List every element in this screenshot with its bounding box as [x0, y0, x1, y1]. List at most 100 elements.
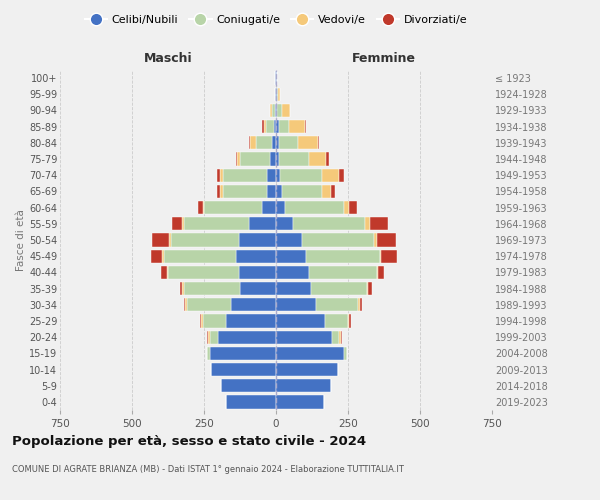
Bar [276, 201, 284, 214]
Bar [344, 346, 347, 360]
Bar [250, 136, 256, 149]
Bar [236, 152, 237, 166]
Bar [239, 266, 276, 279]
Bar [274, 120, 276, 134]
Bar [240, 152, 270, 166]
Bar [378, 266, 384, 279]
Bar [168, 266, 239, 279]
Bar [276, 120, 279, 134]
Bar [279, 152, 309, 166]
Bar [349, 314, 351, 328]
Text: COMUNE DI AGRATE BRIANZA (MB) - Dati ISTAT 1° gennaio 2024 - Elaborazione TUTTIT: COMUNE DI AGRATE BRIANZA (MB) - Dati IST… [12, 465, 404, 474]
Bar [348, 314, 349, 328]
Bar [359, 298, 362, 312]
Bar [370, 217, 388, 230]
Bar [207, 330, 208, 344]
Bar [172, 217, 182, 230]
Bar [280, 168, 322, 182]
Bar [182, 217, 184, 230]
Bar [284, 201, 344, 214]
Bar [276, 346, 344, 360]
Bar [326, 152, 329, 166]
Bar [161, 266, 167, 279]
Bar [217, 168, 220, 182]
Bar [277, 104, 282, 117]
Bar [276, 217, 293, 230]
Bar [268, 185, 276, 198]
Bar [210, 330, 218, 344]
Bar [368, 282, 373, 295]
Legend: Celibi/Nubili, Coniugati/e, Vedovi/e, Divorziati/e: Celibi/Nubili, Coniugati/e, Vedovi/e, Di… [80, 10, 472, 29]
Bar [162, 250, 164, 263]
Bar [270, 104, 272, 117]
Bar [203, 314, 226, 328]
Bar [171, 234, 239, 246]
Bar [276, 379, 331, 392]
Bar [152, 234, 169, 246]
Bar [201, 314, 203, 328]
Bar [256, 136, 272, 149]
Bar [316, 298, 358, 312]
Bar [325, 314, 348, 328]
Bar [367, 282, 368, 295]
Bar [262, 201, 276, 214]
Bar [187, 298, 232, 312]
Bar [276, 314, 325, 328]
Bar [282, 104, 290, 117]
Bar [276, 185, 282, 198]
Text: Femmine: Femmine [352, 52, 416, 65]
Bar [167, 266, 168, 279]
Bar [289, 120, 305, 134]
Bar [365, 217, 370, 230]
Bar [239, 234, 276, 246]
Bar [322, 168, 340, 182]
Bar [237, 152, 240, 166]
Bar [282, 185, 322, 198]
Bar [223, 168, 268, 182]
Text: Popolazione per età, sesso e stato civile - 2024: Popolazione per età, sesso e stato civil… [12, 435, 366, 448]
Bar [318, 136, 319, 149]
Bar [184, 217, 248, 230]
Bar [278, 88, 280, 101]
Bar [266, 120, 274, 134]
Bar [240, 282, 276, 295]
Bar [204, 201, 262, 214]
Bar [293, 217, 365, 230]
Bar [276, 152, 279, 166]
Bar [236, 250, 276, 263]
Bar [248, 217, 276, 230]
Bar [309, 266, 377, 279]
Bar [268, 168, 276, 182]
Bar [217, 185, 220, 198]
Bar [208, 330, 210, 344]
Bar [377, 266, 378, 279]
Bar [179, 282, 182, 295]
Bar [220, 185, 223, 198]
Bar [198, 201, 203, 214]
Bar [211, 363, 276, 376]
Bar [182, 282, 184, 295]
Bar [164, 250, 236, 263]
Bar [226, 314, 276, 328]
Bar [276, 282, 311, 295]
Bar [340, 330, 341, 344]
Bar [221, 379, 276, 392]
Bar [218, 330, 276, 344]
Bar [151, 250, 162, 263]
Text: Maschi: Maschi [143, 52, 193, 65]
Bar [358, 298, 359, 312]
Bar [277, 88, 278, 101]
Bar [380, 250, 381, 263]
Bar [263, 120, 266, 134]
Bar [341, 330, 342, 344]
Bar [332, 330, 340, 344]
Bar [203, 201, 204, 214]
Bar [262, 120, 263, 134]
Bar [184, 298, 185, 312]
Bar [232, 298, 276, 312]
Bar [302, 234, 374, 246]
Bar [322, 185, 331, 198]
Bar [184, 282, 240, 295]
Bar [276, 168, 280, 182]
Bar [248, 136, 250, 149]
